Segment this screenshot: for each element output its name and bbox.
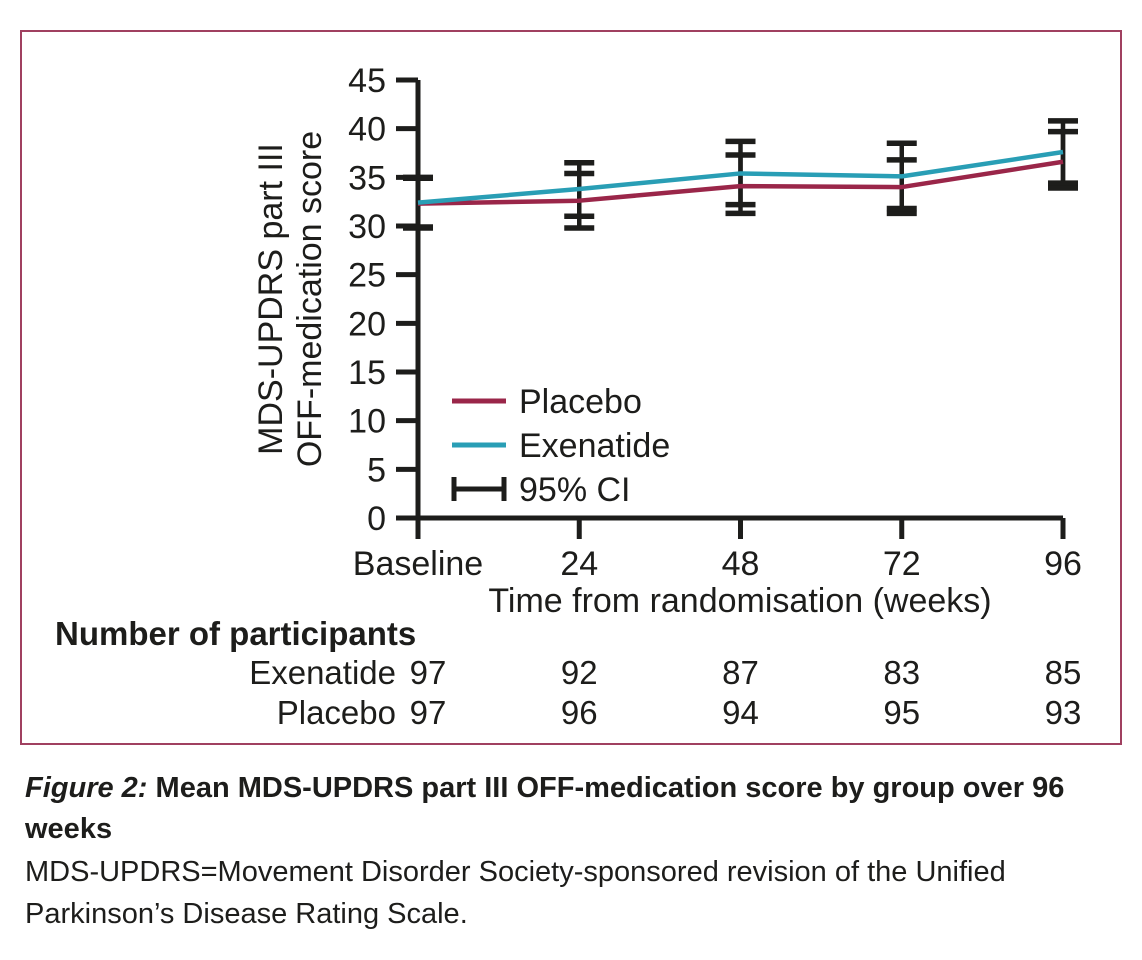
x-tick-label: 72 bbox=[883, 545, 921, 583]
legend-label-placebo: Placebo bbox=[519, 383, 642, 421]
y-tick-label: 0 bbox=[367, 500, 386, 538]
y-tick-label: 35 bbox=[348, 159, 386, 197]
x-axis-title: Time from randomisation (weeks) bbox=[488, 582, 991, 620]
participants-value-placebo: 93 bbox=[1045, 694, 1082, 731]
y-tick-label: 10 bbox=[348, 403, 386, 441]
series-lines-layer bbox=[417, 149, 1064, 206]
participants-value-exenatide: 87 bbox=[722, 654, 759, 691]
legend: Placebo Exenatide 95% CI bbox=[451, 383, 670, 509]
figure-caption: Figure 2: Mean MDS-UPDRS part III OFF-me… bbox=[25, 768, 1100, 935]
legend-swatch-ci-icon bbox=[451, 477, 507, 501]
participants-value-placebo: 96 bbox=[561, 694, 598, 731]
caption-title-text: Mean MDS-UPDRS part III OFF-medication s… bbox=[25, 772, 1065, 846]
participants-value-exenatide: 85 bbox=[1045, 654, 1082, 691]
caption-footnote: MDS-UPDRS=Movement Disorder Society-spon… bbox=[25, 856, 1006, 930]
y-tick-label: 5 bbox=[367, 451, 386, 489]
y-tick-label: 20 bbox=[348, 305, 386, 343]
participants-value-exenatide: 83 bbox=[883, 654, 920, 691]
y-tick-label: 15 bbox=[348, 354, 386, 392]
y-axis-title-line1: MDS-UPDRS part III bbox=[252, 143, 290, 455]
caption-figure-number: Figure 2: bbox=[25, 772, 148, 804]
caption-title: Figure 2: Mean MDS-UPDRS part III OFF-me… bbox=[25, 768, 1100, 850]
participants-value-placebo: 97 bbox=[410, 694, 447, 731]
participants-value-exenatide: 97 bbox=[410, 654, 447, 691]
y-axis-title-line2: OFF-medication score bbox=[291, 131, 329, 467]
y-tick-label: 30 bbox=[348, 208, 386, 246]
axes-layer bbox=[396, 77, 1066, 539]
participants-value-placebo: 95 bbox=[883, 694, 920, 731]
participants-row-label-exenatide: Exenatide bbox=[249, 654, 396, 691]
y-tick-label: 45 bbox=[348, 62, 386, 100]
participants-values-layer: 97 92 87 83 85 97 96 94 95 93 bbox=[410, 654, 1082, 731]
chart: 0 5 10 15 20 25 30 35 40 45 Baseline 24 48 72 96 97 92 8… bbox=[55, 62, 1082, 731]
series-line-exenatide bbox=[417, 149, 1064, 205]
x-tick-label: 96 bbox=[1044, 545, 1082, 583]
y-tick-label: 25 bbox=[348, 257, 386, 295]
legend-label-ci: 95% CI bbox=[519, 471, 631, 509]
figure-border-box bbox=[20, 30, 1122, 745]
x-tick-label: 24 bbox=[560, 545, 598, 583]
x-tick-label: Baseline bbox=[353, 545, 483, 583]
participants-value-placebo: 94 bbox=[722, 694, 759, 731]
participants-value-exenatide: 92 bbox=[561, 654, 598, 691]
legend-label-exenatide: Exenatide bbox=[519, 427, 670, 465]
participants-row-label-placebo: Placebo bbox=[277, 694, 396, 731]
y-tick-label: 40 bbox=[348, 111, 386, 149]
tick-labels-layer: 0 5 10 15 20 25 30 35 40 45 Baseline 24 48 72 96 bbox=[348, 62, 1082, 583]
series-line-placebo bbox=[417, 159, 1064, 206]
participants-heading: Number of participants bbox=[55, 615, 416, 652]
x-tick-label: 48 bbox=[722, 545, 760, 583]
